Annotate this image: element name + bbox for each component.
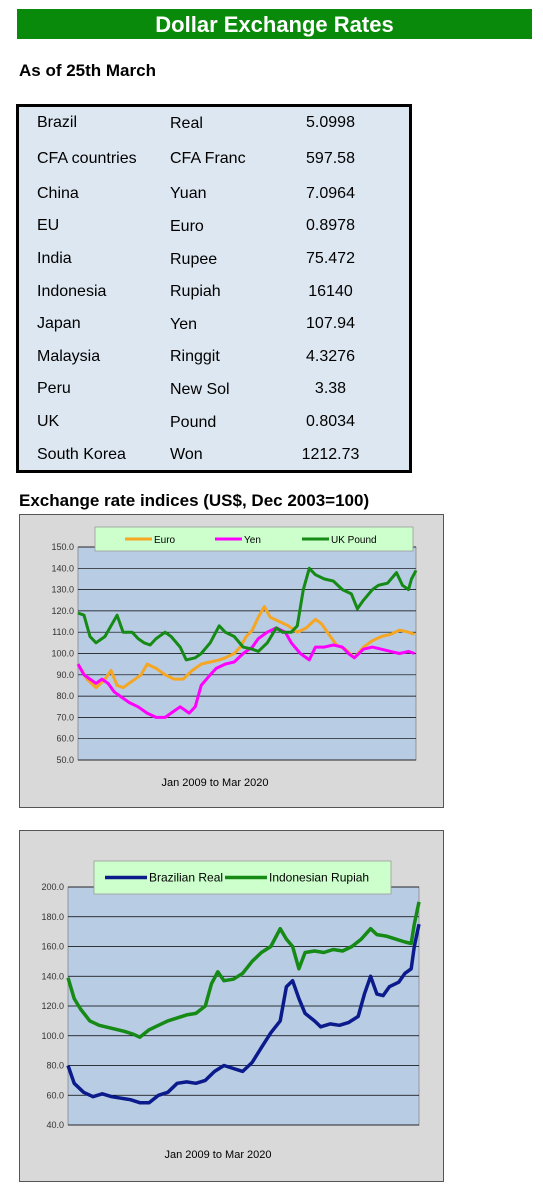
y-tick-label: 110.0 (52, 627, 74, 637)
rate-row: India Rupee 75.472 (37, 243, 387, 276)
series-line-brazilian-real (66, 923, 421, 1105)
rate-cell: 0.8978 (306, 217, 355, 235)
chart-real-rupiah-svg: 40.0 60.0 80.0 100.0 120.0 140.0 160.0 180.0 200… (41, 860, 421, 1161)
rate-cell: 3.38 (314, 380, 347, 398)
rate-row: EU Euro 0.8978 (37, 210, 387, 243)
rate-cell: 7.0964 (306, 184, 355, 202)
currency-cell: Yuan (170, 185, 207, 203)
exchange-rate-table-box: Brazil Real 5.0998 CFA countries CFA Franc 59… (16, 104, 412, 473)
page-title-banner: Dollar Exchange Rates (17, 9, 532, 39)
y-tick-label: 100.0 (51, 649, 74, 659)
rate-cell: 16140 (308, 282, 353, 300)
y-tick-label: 200.0 (41, 882, 64, 892)
rate-cell: 1212.73 (301, 445, 360, 463)
y-tick-label: 120.0 (41, 1001, 64, 1011)
country-cell: Malaysia (37, 347, 101, 365)
currency-cell: Ringgit (170, 348, 220, 366)
country-cell: Peru (37, 380, 71, 398)
as-of-date: As of 25th March (19, 61, 156, 80)
series-line-indonesian-rupiah (66, 901, 421, 1039)
rate-cell: 5.0998 (306, 114, 355, 132)
rate-cell: 4.3276 (306, 347, 355, 365)
y-tick-label: 80.0 (56, 691, 74, 701)
y-tick-label: 60.0 (56, 734, 74, 744)
rate-cell: 597.58 (306, 149, 355, 167)
y-tick-label: 140.0 (41, 971, 64, 981)
y-tick-label: 150.0 (51, 542, 74, 552)
y-tick-label: 160.0 (41, 942, 64, 952)
y-tick-label: 80.0 (46, 1061, 64, 1071)
exchange-rate-table: Brazil Real 5.0998 CFA countries CFA Franc 59… (37, 107, 387, 471)
country-cell: India (37, 250, 72, 268)
y-tick-label: 100.0 (41, 1031, 64, 1041)
x-axis-caption: Jan 2009 to Mar 2020 (164, 1149, 271, 1161)
chart-real-rupiah: 40.0 60.0 80.0 100.0 120.0 140.0 160.0 180.0 200… (19, 830, 444, 1182)
x-axis-caption: Jan 2009 to Mar 2020 (161, 777, 268, 789)
currency-cell: CFA Franc (170, 150, 246, 168)
currency-cell: Euro (170, 217, 204, 235)
country-cell: Brazil (37, 114, 78, 132)
chart-euro-yen-pound: 50.0 60.0 70.0 80.0 90.0 100.0 110.0 120.0 130.0… (19, 514, 444, 808)
y-tick-label: 70.0 (56, 712, 74, 722)
currency-cell: Yen (170, 315, 197, 333)
rate-row: South Korea Won 1212.73 (37, 438, 387, 471)
currency-cell: Won (170, 446, 203, 464)
rate-cell: 0.8034 (306, 413, 355, 431)
country-cell: China (37, 184, 79, 202)
rate-row: Japan Yen 107.94 (37, 308, 387, 341)
indices-title: Exchange rate indices (US$, Dec 2003=100… (19, 491, 370, 510)
currency-cell: Real (170, 114, 203, 132)
series-line-uk-pound (77, 566, 418, 662)
series-line-yen (76, 626, 415, 719)
country-cell: Japan (37, 315, 81, 333)
country-cell: EU (37, 217, 60, 235)
country-cell: Indonesia (37, 282, 107, 300)
y-tick-label: 120.0 (51, 606, 74, 616)
y-tick-label: 50.0 (56, 755, 74, 765)
y-tick-label: 140.0 (51, 563, 74, 573)
chart-euro-yen-pound-svg: 50.0 60.0 70.0 80.0 90.0 100.0 110.0 120.0 130.0… (51, 526, 418, 789)
legend-label: UK Pound (331, 535, 377, 546)
currency-cell: Rupee (170, 250, 218, 268)
legend-label: Indonesian Rupiah (269, 871, 369, 885)
y-tick-label: 130.0 (51, 585, 74, 595)
rate-row: China Yuan 7.0964 (37, 178, 387, 211)
page-title: Dollar Exchange Rates (155, 12, 394, 37)
rate-row: CFA countries CFA Franc 597.58 (37, 140, 387, 178)
rate-row: Brazil Real 5.0998 (37, 107, 387, 140)
country-cell: CFA countries (37, 149, 137, 167)
currency-cell: Pound (170, 413, 217, 431)
country-cell: South Korea (37, 445, 126, 463)
legend-label: Euro (154, 535, 176, 546)
rate-row: UK Pound 0.8034 (37, 406, 387, 439)
rate-cell: 107.94 (306, 315, 355, 333)
legend-label: Brazilian Real (149, 871, 223, 885)
legend-label: Yen (244, 535, 261, 546)
y-tick-label: 90.0 (56, 670, 74, 680)
currency-cell: New Sol (170, 380, 230, 398)
rate-row: Indonesia Rupiah 16140 (37, 275, 387, 308)
rate-row: Peru New Sol 3.38 (37, 373, 387, 406)
rate-row: Malaysia Ringgit 4.3276 (37, 341, 387, 374)
rate-cell: 75.472 (306, 250, 355, 268)
y-tick-label: 40.0 (46, 1120, 64, 1130)
country-cell: UK (37, 413, 60, 431)
currency-cell: Rupiah (170, 283, 221, 301)
y-tick-label: 60.0 (46, 1090, 64, 1100)
y-tick-label: 180.0 (41, 912, 64, 922)
